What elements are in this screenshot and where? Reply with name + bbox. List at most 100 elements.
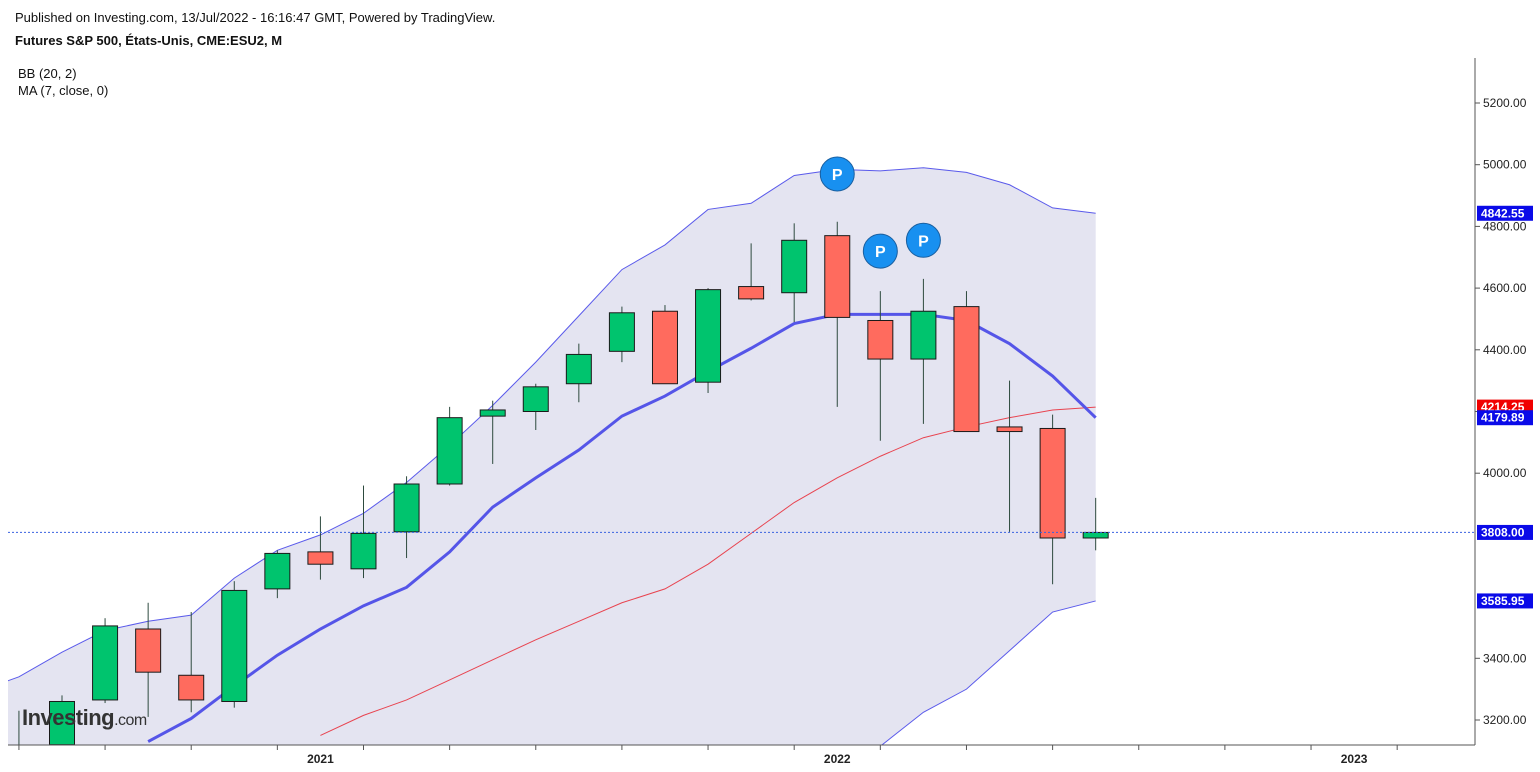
candle-body [178, 674, 205, 701]
price-badge-label: 3585.95 [1481, 594, 1525, 608]
candle-body [910, 310, 937, 360]
candle [307, 516, 334, 580]
candle [910, 278, 937, 424]
candle [651, 305, 678, 385]
news-marker[interactable]: P [819, 156, 855, 192]
marker-label: P [918, 233, 929, 250]
candle [1039, 414, 1066, 585]
candle [135, 602, 162, 717]
price-badge-bg [1477, 410, 1533, 426]
price-badge-label: 3808.00 [1481, 525, 1525, 539]
y-tick-label: 5200.00 [1483, 96, 1527, 110]
bollinger-band-fill [8, 167, 1096, 745]
candle [264, 550, 291, 599]
marker-circle [819, 156, 855, 192]
candles [6, 221, 1109, 753]
candle-body [393, 483, 420, 533]
candle [867, 291, 894, 441]
candle-body [307, 551, 334, 565]
candle-body [996, 426, 1023, 433]
candle [393, 476, 420, 559]
candle-body [6, 751, 31, 753]
marker-circle [862, 233, 898, 269]
logo-suffix: .com [114, 712, 147, 729]
axes: 3200.003400.004000.004200.004400.004600.… [8, 58, 1527, 766]
candle-body [867, 319, 894, 360]
price-badge-bg [1477, 205, 1533, 221]
candle [738, 243, 765, 301]
candle [608, 306, 635, 363]
x-tick-label: 2022 [824, 752, 851, 766]
bollinger-upper-line [8, 167, 1096, 682]
candle [350, 485, 377, 579]
candle [695, 288, 722, 393]
price-badge: 4179.89 [1477, 410, 1533, 426]
candle [824, 221, 851, 407]
candle-body [695, 289, 722, 383]
bollinger-lower-line [881, 600, 1096, 745]
candle-body [738, 286, 765, 300]
candle-body [651, 310, 678, 385]
moving-average-path [147, 312, 1097, 743]
x-tick-label: 2021 [307, 752, 334, 766]
news-marker[interactable]: P [862, 233, 898, 269]
candle-body [264, 552, 291, 590]
price-badge-bg [1477, 524, 1533, 540]
news-marker[interactable]: P [905, 222, 941, 258]
candle-body [479, 409, 506, 417]
candle-body [1039, 427, 1066, 539]
investing-logo: Investing.com [22, 705, 147, 731]
price-badge: 3585.95 [1477, 593, 1533, 609]
candle [436, 406, 463, 486]
candle-body [135, 628, 162, 673]
candle-body [953, 306, 980, 433]
y-tick-label: 3400.00 [1483, 651, 1527, 665]
candle-body [824, 235, 851, 318]
candle-body [350, 532, 377, 570]
candle [522, 383, 549, 431]
candle [1082, 497, 1109, 551]
y-tick-label: 4400.00 [1483, 343, 1527, 357]
price-badge: 3808.00 [1477, 524, 1533, 540]
candle [953, 291, 980, 433]
y-tick-label: 4600.00 [1483, 281, 1527, 295]
logo-text: Investing [22, 705, 115, 730]
candle [479, 400, 506, 464]
candle-body [781, 239, 808, 294]
y-tick-label: 4000.00 [1483, 466, 1527, 480]
y-tick-label: 5000.00 [1483, 158, 1527, 172]
candle [178, 612, 205, 713]
event-markers[interactable]: P P P [819, 156, 941, 269]
x-tick-label: 2023 [1341, 752, 1368, 766]
price-badge-label: 4179.89 [1481, 411, 1525, 425]
instrument-title: Futures S&P 500, États-Unis, CME:ESU2, M [15, 33, 283, 48]
price-badge: 4842.55 [1477, 205, 1533, 221]
price-badge-label: 4842.55 [1481, 206, 1525, 220]
y-tick-label: 4800.00 [1483, 219, 1527, 233]
bollinger-bands-label[interactable]: BB (20, 2) [18, 66, 77, 81]
candle-body [221, 589, 248, 702]
moving-average-line [147, 312, 1097, 743]
candle [565, 343, 592, 403]
candle [92, 618, 119, 704]
candle [996, 380, 1023, 532]
candle-body [1082, 531, 1109, 539]
candle-body [608, 312, 635, 352]
y-tick-label: 3200.00 [1483, 713, 1527, 727]
moving-average-label[interactable]: MA (7, close, 0) [18, 83, 109, 98]
candle-body [92, 625, 119, 701]
candle-body [522, 386, 549, 413]
candle [781, 223, 808, 323]
marker-label: P [832, 167, 843, 184]
candle [221, 581, 248, 708]
price-badge-bg [1477, 593, 1533, 609]
candle [6, 710, 31, 753]
published-caption: Published on Investing.com, 13/Jul/2022 … [15, 10, 496, 25]
marker-circle [905, 222, 941, 258]
candle-body [436, 417, 463, 485]
marker-label: P [875, 244, 886, 261]
bollinger-band [8, 167, 1096, 745]
candle-body [565, 353, 592, 385]
